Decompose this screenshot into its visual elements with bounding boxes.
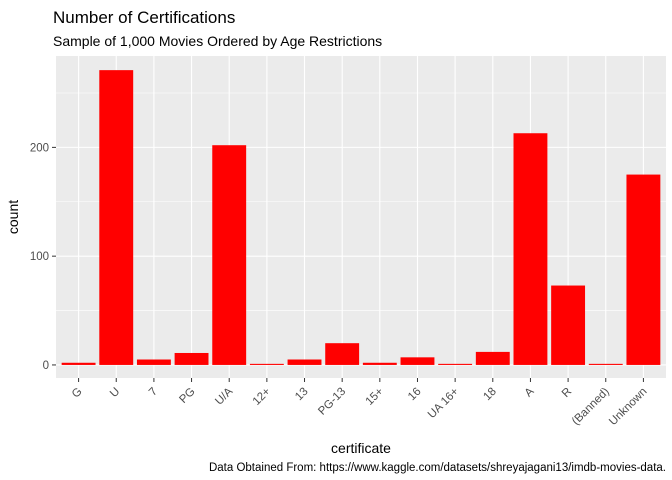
bar bbox=[325, 343, 360, 365]
bar bbox=[212, 145, 247, 365]
x-tick-label: 13 bbox=[293, 386, 311, 404]
x-tick-label: Unknown bbox=[607, 386, 649, 428]
x-tick-label: PG-13 bbox=[316, 386, 348, 418]
x-axis: G U 7 PG U/A 12+ 13 PG-13 15+ 16 UA 16+ 18 A R(Banned… bbox=[70, 378, 650, 428]
y-tick-label: 0 bbox=[43, 360, 49, 372]
bar bbox=[513, 133, 548, 365]
y-axis: 0 100 200 bbox=[30, 142, 56, 372]
bar bbox=[174, 352, 209, 365]
bars bbox=[61, 70, 661, 365]
chart-title: Number of Certifications bbox=[53, 8, 235, 27]
bar bbox=[362, 362, 397, 365]
x-tick-label: G bbox=[70, 386, 85, 401]
bar bbox=[551, 285, 586, 365]
chart-subtitle: Sample of 1,000 Movies Ordered by Age Re… bbox=[53, 33, 382, 49]
chart-caption: Data Obtained From: https://www.kaggle.c… bbox=[209, 462, 666, 474]
bar bbox=[136, 359, 171, 365]
x-tick-label: 7 bbox=[147, 386, 160, 399]
x-tick-label: PG bbox=[177, 386, 197, 406]
x-tick-label: 12+ bbox=[251, 385, 273, 407]
x-tick-label: 16 bbox=[406, 386, 424, 404]
x-tick-label: 18 bbox=[481, 386, 499, 404]
bar bbox=[400, 357, 435, 365]
bar bbox=[438, 363, 473, 365]
bar bbox=[626, 174, 661, 365]
bar bbox=[61, 362, 96, 365]
bar bbox=[249, 363, 284, 365]
bar bbox=[99, 70, 134, 365]
bar bbox=[287, 359, 322, 365]
bar bbox=[588, 363, 623, 365]
bar bbox=[475, 351, 510, 365]
x-tick-label: U/A bbox=[213, 385, 235, 407]
y-tick-label: 200 bbox=[30, 142, 49, 154]
x-tick-label: 15+ bbox=[364, 385, 386, 407]
y-axis-title: count bbox=[5, 200, 21, 234]
y-tick-label: 100 bbox=[30, 251, 49, 263]
x-tick-label: (Banned) bbox=[570, 386, 612, 428]
x-tick-label: R bbox=[560, 386, 574, 400]
x-tick-label: U bbox=[108, 386, 122, 400]
x-axis-title: certificate bbox=[331, 440, 391, 456]
x-tick-label: A bbox=[523, 385, 537, 399]
x-tick-label: UA 16+ bbox=[426, 385, 462, 421]
